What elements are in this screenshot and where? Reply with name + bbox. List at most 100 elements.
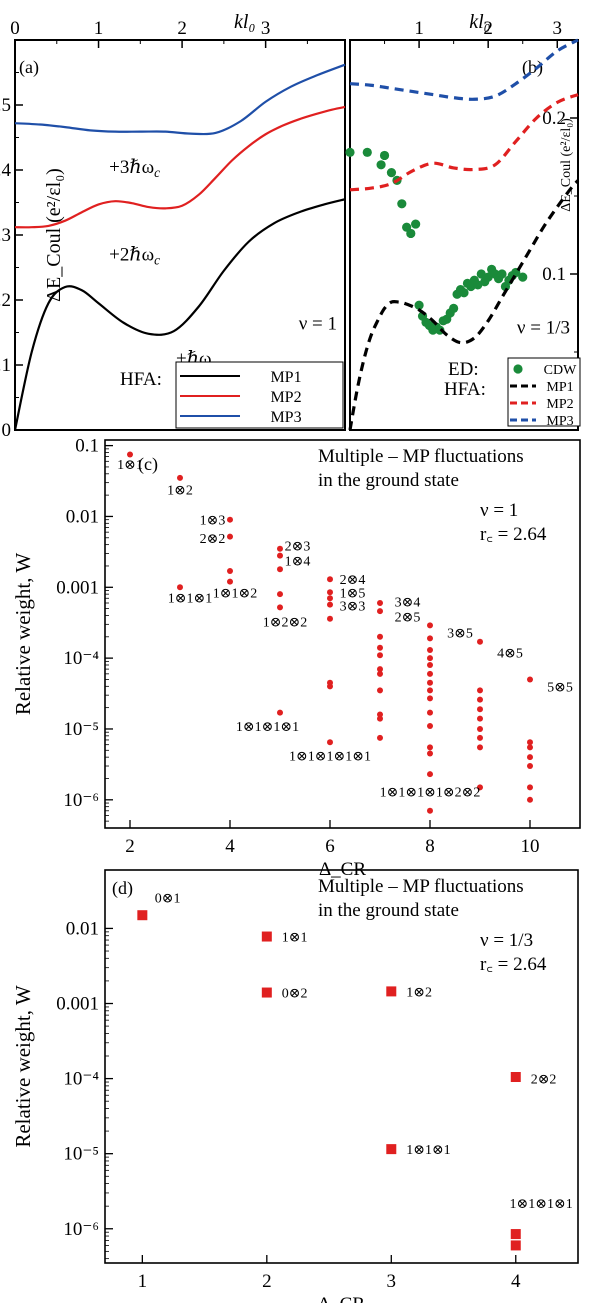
panel-a-curve-mp2: [14, 105, 346, 229]
panel-b-cdw-point: [406, 228, 416, 239]
panel-c-point-label: 1⊗2: [167, 484, 193, 499]
panel-c-x-tick-label: 8: [425, 836, 435, 857]
panel-c-data-point: [477, 715, 483, 722]
panel-c-point-label: 4⊗5: [497, 647, 523, 662]
panel-c-data-point: [527, 744, 533, 751]
panel-c-data-point: [277, 604, 283, 611]
panel-d-y-axis-label: Relative weight, W: [11, 985, 35, 1147]
panel-b-cdw-point: [473, 280, 483, 290]
panel-a-y-tick-label: 0.1: [0, 355, 11, 376]
panel-c-data-point: [477, 725, 483, 732]
panel-b-cdw-point: [414, 300, 424, 310]
panel-c-data-point: [377, 633, 383, 640]
panel-a-y-axis-label: ΔE_Coul (e²/εl₀): [43, 168, 65, 302]
panel-b-legend-label: MP1: [546, 380, 573, 395]
panel-b-cdw-point: [476, 269, 486, 279]
panel-c-data-point: [427, 771, 433, 778]
panel-c-data-point: [477, 744, 483, 751]
panel-c-data-point: [227, 516, 233, 523]
panel-c-point-label: 3⊗4: [395, 596, 421, 611]
panel-c-nu: ν = 1: [480, 500, 518, 521]
panel-a-curve-mp3: [14, 63, 346, 136]
panel-c-title-line: Multiple – MP fluctuations: [318, 446, 524, 467]
panel-d-data-point: [386, 986, 397, 997]
panel-c-data-point: [477, 734, 483, 741]
panel-c-data-point: [427, 807, 433, 814]
panel-c-label: (c): [138, 454, 158, 475]
panel-d-title-line: in the ground state: [318, 900, 459, 921]
panel-a-legend-label: MP3: [270, 409, 301, 426]
panel-c-data-point: [427, 695, 433, 702]
panel-c-point-label: 1⊗1: [117, 458, 143, 473]
panel-a-top-tick-label: 3: [261, 18, 271, 39]
panel-b-cdw-point: [386, 168, 397, 178]
panel-c-data-point: [377, 644, 383, 651]
panel-d-data-point: [137, 910, 148, 921]
panel-c-data-point: [377, 734, 383, 741]
panel-b-y-tick-label: 0.2: [542, 108, 566, 129]
panel-c-y-axis-label: Relative weight, W: [11, 553, 35, 715]
panel-c-point-label: 1⊗3: [200, 514, 226, 529]
panel-b-cdw-point: [483, 272, 493, 282]
panel-c-data-point: [427, 647, 433, 654]
panel-d-y-tick-label: 10⁻⁵: [63, 1144, 99, 1165]
panel-d-point-label: 1⊗1⊗1: [406, 1143, 450, 1158]
panel-c-data-point: [377, 652, 383, 659]
panel-c-data-point: [277, 591, 283, 598]
panel-c-data-point: [377, 687, 383, 694]
panel-b-y-tick-label: 0.1: [542, 264, 566, 285]
panel-c-data-point: [527, 676, 533, 683]
panel-a-top-tick-label: 2: [177, 18, 187, 39]
panel-b-cdw-point: [362, 147, 372, 157]
panel-c-data-point: [427, 661, 433, 668]
panel-c-point-label: 3⊗3: [340, 600, 366, 615]
panel-c-data-point: [427, 670, 433, 677]
panel-c-data-point: [427, 750, 433, 757]
panel-c-x-tick-label: 10: [521, 836, 540, 857]
panel-c-data-point: [377, 600, 383, 607]
panel-d-point-label: 1⊗2: [406, 985, 432, 1000]
panel-d-data-point: [510, 1072, 521, 1083]
panel-a-legend-label: MP1: [270, 369, 301, 386]
panel-c-data-point: [527, 739, 533, 746]
panel-c-data-point: [277, 545, 283, 552]
panel-c-data-point: [427, 709, 433, 716]
panel-c-data-point: [527, 763, 533, 770]
panel-a-nu: ν = 1: [299, 313, 337, 334]
panel-a-curve-mp1: [13, 198, 346, 431]
panel-c-data-point: [227, 567, 233, 574]
panel-c-data-point: [377, 608, 383, 615]
panel-b-legend-marker: [513, 364, 523, 374]
panel-c-data-point: [227, 578, 233, 585]
panel-a-y-tick-label: 0.4: [0, 160, 12, 181]
panel-c-data-point: [477, 696, 483, 703]
panel-c-y-tick-label: 10⁻⁴: [63, 648, 99, 669]
panel-c-data-point: [427, 679, 433, 686]
panel-c-point-label: 5⊗5: [547, 680, 573, 695]
panel-b-cdw-point: [379, 150, 390, 161]
panel-c-data-point: [527, 796, 533, 803]
panel-d-nu: ν = 1/3: [480, 930, 533, 951]
panel-c-point-label: 2⊗4: [340, 573, 366, 588]
panel-b-curve-mp2: [349, 93, 579, 192]
panel-c-data-point: [327, 601, 333, 608]
panel-b-y-axis-label: ΔE_Coul (e²/εl₀): [559, 118, 574, 212]
panel-b-legend-prefix-ed: ED:: [448, 359, 479, 380]
panel-d-point-label: 1⊗1⊗1⊗1: [510, 1197, 573, 1212]
panel-c-data-point: [427, 622, 433, 629]
panel-c-rc: r꜀ = 2.64: [480, 524, 547, 545]
panel-c-y-tick-label: 0.01: [66, 506, 99, 527]
panel-b-cdw-point: [459, 288, 469, 298]
panel-c-point-label: 2⊗2: [200, 532, 226, 547]
panel-c-point-label: 1⊗1⊗1⊗1⊗1: [289, 750, 371, 765]
panel-c-data-point: [327, 576, 333, 583]
panel-d-data-point: [261, 931, 272, 942]
panel-a-y-tick-label: 0.3: [0, 225, 11, 246]
panel-d-point-label: 0⊗1: [155, 891, 181, 906]
panel-c-data-point: [477, 687, 483, 694]
panel-c-data-point: [327, 595, 333, 602]
panel-d-y-tick-label: 10⁻⁴: [63, 1069, 99, 1090]
panel-c-y-tick-label: 10⁻⁶: [63, 790, 99, 811]
panel-b-cdw-point: [397, 199, 407, 209]
